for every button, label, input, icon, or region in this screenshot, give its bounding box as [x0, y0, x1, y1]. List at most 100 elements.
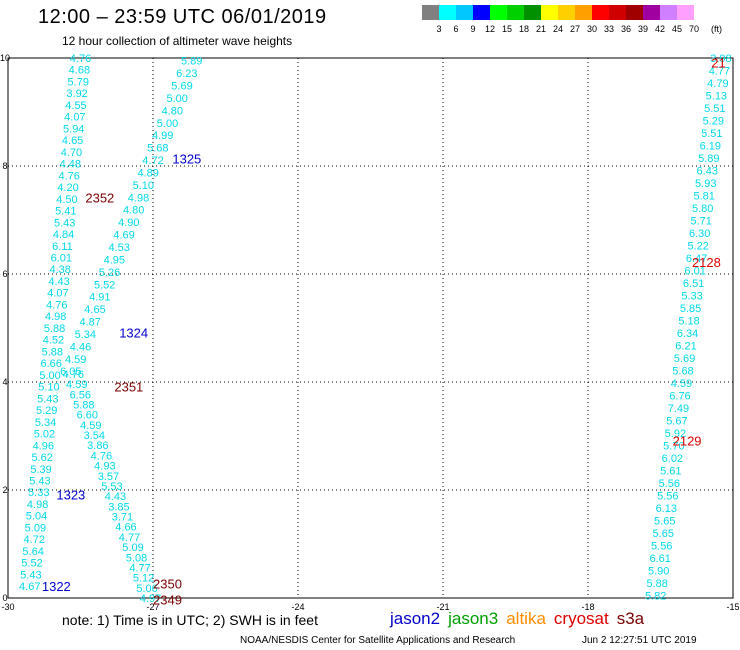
wave-height-value: 4.72 [142, 155, 163, 167]
wave-height-value: 5.00 [39, 370, 60, 382]
track-id-label: 2351 [114, 379, 143, 394]
note-text: note: 1) Time is in UTC; 2) SWH is in fe… [62, 612, 318, 628]
wave-height-value: 6.56 [70, 389, 91, 401]
x-tick-label: -30 [1, 602, 14, 612]
track-id-label: 1323 [56, 487, 85, 502]
wave-height-value: 6.61 [650, 553, 671, 565]
wave-height-value: 5.62 [31, 452, 52, 464]
wave-height-value: 5.04 [26, 511, 47, 523]
wave-height-value: 5.67 [666, 415, 687, 427]
wave-height-value: 5.70 [663, 440, 684, 452]
wave-height-value: 5.89 [181, 56, 202, 68]
colorbar-swatch [524, 5, 541, 20]
wave-height-value: 6.23 [176, 68, 197, 80]
wave-height-value: 4.98 [128, 192, 149, 204]
wave-height-value: 6.34 [677, 328, 698, 340]
wave-height-value: 5.56 [651, 540, 672, 552]
wave-height-value: 5.88 [73, 399, 94, 411]
wave-height-value: 5.10 [38, 382, 59, 394]
wave-height-value: 4.68 [69, 65, 90, 77]
wave-height-value: 5.79 [68, 76, 89, 88]
wave-height-value: 6.66 [40, 358, 61, 370]
legend-entry-jason3: jason3 [448, 609, 499, 628]
colorbar-swatch [439, 5, 456, 20]
wave-height-value: 4.48 [60, 159, 81, 171]
wave-height-value: 3.85 [108, 501, 129, 513]
colorbar-tick-label: 70 [689, 24, 699, 34]
wave-height-value: 5.56 [657, 490, 678, 502]
y-tick-label: 6 [2, 269, 7, 279]
wave-height-value: 6.51 [683, 278, 704, 290]
wave-height-value: 4.53 [108, 242, 129, 254]
x-tick-label: -27 [146, 602, 159, 612]
colorbar-unit-label: (ft) [711, 24, 722, 34]
colorbar-tick-label: 3 [436, 24, 441, 34]
colorbar-swatch [473, 5, 490, 20]
track-id-label: 1322 [42, 579, 71, 594]
track-id-label: 2129 [673, 433, 702, 448]
wave-height-value: 5.00 [157, 118, 178, 130]
wave-height-value: 4.38 [49, 264, 70, 276]
wave-height-value: 5.02 [34, 429, 55, 441]
wave-height-value: 5.34 [35, 417, 56, 429]
x-tick-label: -18 [581, 602, 594, 612]
colorbar-swatch [609, 5, 626, 20]
track-id-label: 1325 [172, 152, 201, 167]
wave-height-value: 5.43 [54, 217, 75, 229]
wave-height-value: 5.51 [704, 103, 725, 115]
wave-height-value: 5.64 [22, 546, 43, 558]
wave-height-value: 5.43 [37, 393, 58, 405]
wave-height-value: 5.68 [147, 143, 168, 155]
colorbar-tick-label: 6 [453, 24, 458, 34]
colorbar-swatch [592, 5, 609, 20]
wave-height-value: 5.39 [30, 464, 51, 476]
wave-height-value: 4.76 [46, 299, 67, 311]
wave-height-value: 4.65 [84, 304, 105, 316]
wave-height-value: 6.01 [51, 253, 72, 265]
wave-height-value: 4.77 [709, 65, 730, 77]
wave-height-value: 4.84 [53, 229, 74, 241]
track-id-label: 2350 [153, 577, 182, 592]
wave-height-value: 4.87 [79, 317, 100, 329]
wave-height-value: 3.54 [84, 430, 105, 442]
credit-organization: NOAA/NESDIS Center for Satellite Applica… [240, 635, 516, 646]
x-tick-label: -24 [291, 602, 304, 612]
wave-height-value: 5.61 [660, 465, 681, 477]
wave-height-value: 5.34 [75, 329, 96, 341]
satellite-legend: jason2 jason3 altika cryosat s3a [390, 609, 652, 629]
wave-height-value: 4.90 [118, 217, 139, 229]
colorbar-swatch [660, 5, 677, 20]
wave-height-value: 5.89 [698, 153, 719, 165]
wave-height-value: 5.92 [665, 428, 686, 440]
wave-height-value: 5.80 [692, 203, 713, 215]
wave-height-value: 6.01 [684, 265, 705, 277]
wave-height-value: 4.98 [27, 499, 48, 511]
wave-height-value: 4.59 [80, 420, 101, 432]
wave-height-value: 5.56 [659, 478, 680, 490]
colorbar-tick-label: 9 [470, 24, 475, 34]
wave-height-value: 5.08 [126, 552, 147, 564]
y-tick-label: 8 [2, 161, 7, 171]
colorbar-swatch [507, 5, 524, 20]
wave-height-value: 4.79 [707, 78, 728, 90]
track-id-label: 21 [711, 55, 725, 70]
colorbar-swatch [456, 5, 473, 20]
wave-height-value: 5.12 [133, 573, 154, 585]
wave-height-value: 4.59 [66, 379, 87, 391]
wave-height-value: 6.11 [52, 241, 73, 253]
wave-height-value: 4.77 [119, 532, 140, 544]
wave-height-value: 4.55 [65, 100, 86, 112]
wave-height-value: 4.76 [59, 170, 80, 182]
wave-height-value: 5.53 [101, 481, 122, 493]
wave-height-value: 5.51 [701, 128, 722, 140]
colorbar-tick-label: 21 [536, 24, 546, 34]
colorbar-tick-label: 39 [638, 24, 648, 34]
wave-height-value: 5.22 [687, 240, 708, 252]
legend-entry-cryosat: cryosat [553, 609, 609, 628]
wave-height-value: 4.80 [162, 105, 183, 117]
y-tick-label: 10 [0, 53, 10, 63]
y-tick-label: 2 [2, 485, 7, 495]
wave-height-value: 4.99 [152, 130, 173, 142]
colorbar-swatch [490, 5, 507, 20]
wave-height-value: 4.76 [63, 369, 84, 381]
